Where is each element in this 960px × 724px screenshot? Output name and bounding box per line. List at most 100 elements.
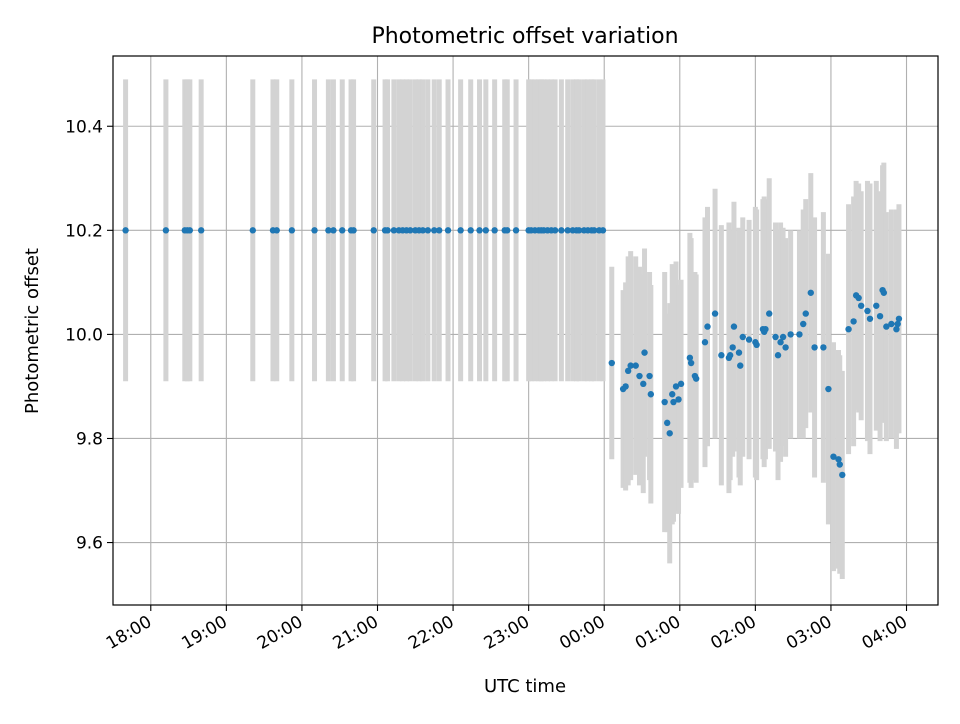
data-point <box>370 227 377 234</box>
data-point <box>384 227 391 234</box>
data-point <box>777 339 784 346</box>
data-point <box>430 227 438 234</box>
data-point <box>407 227 414 234</box>
data-point <box>802 310 809 317</box>
data-point <box>624 367 632 375</box>
data-point <box>730 323 738 330</box>
data-point <box>855 294 862 302</box>
data-point <box>186 227 194 234</box>
data-point <box>873 302 880 309</box>
data-point <box>627 362 634 369</box>
data-point <box>636 372 643 380</box>
data-point <box>162 227 170 234</box>
data-point <box>830 453 837 460</box>
data-point <box>663 419 671 427</box>
data-point <box>687 359 695 367</box>
data-point <box>894 320 901 328</box>
data-point <box>772 333 779 341</box>
data-point <box>632 362 639 369</box>
y-tick-label: 10.0 <box>65 325 103 345</box>
data-point <box>551 227 559 234</box>
data-point <box>845 325 852 333</box>
data-point <box>419 227 427 234</box>
data-point <box>504 227 511 234</box>
data-point <box>895 315 903 322</box>
data-point <box>661 398 668 406</box>
data-point <box>774 352 782 359</box>
data-point <box>669 391 676 398</box>
data-point <box>672 383 680 390</box>
data-point <box>782 344 789 351</box>
data-point <box>866 315 874 322</box>
data-point <box>311 227 318 234</box>
data-point <box>779 333 787 341</box>
data-point <box>839 471 846 479</box>
data-point <box>325 227 332 234</box>
data-point <box>622 383 629 390</box>
data-point <box>599 227 607 234</box>
data-point <box>197 227 205 234</box>
data-point <box>575 227 583 234</box>
data-point <box>787 331 794 338</box>
data-point <box>800 320 807 328</box>
data-point <box>692 375 700 382</box>
data-point-group <box>122 227 903 479</box>
y-tick-label: 10.4 <box>65 117 103 137</box>
data-point <box>739 333 746 341</box>
data-point <box>726 352 734 359</box>
data-point <box>339 227 346 234</box>
data-point <box>666 430 673 437</box>
data-point <box>646 372 653 380</box>
data-point <box>766 310 773 317</box>
data-point <box>825 385 832 393</box>
data-point <box>647 391 655 398</box>
data-point <box>288 227 296 234</box>
data-point <box>390 227 398 234</box>
data-point <box>893 325 900 333</box>
data-point <box>457 227 464 234</box>
data-point <box>675 396 682 403</box>
data-point <box>701 339 709 346</box>
data-point <box>476 227 483 234</box>
data-point <box>640 380 647 388</box>
data-point <box>677 380 685 388</box>
data-point <box>876 312 884 320</box>
data-point <box>590 227 598 234</box>
y-axis-label: Photometric offset <box>22 248 43 414</box>
data-point <box>864 307 871 315</box>
data-point <box>122 227 129 234</box>
data-point <box>641 349 648 356</box>
y-tick-label: 9.6 <box>76 534 103 554</box>
data-point <box>850 318 857 325</box>
y-tick-label: 10.2 <box>65 221 103 241</box>
data-point <box>857 302 865 309</box>
data-point <box>711 310 719 317</box>
data-point <box>670 398 677 406</box>
y-tick-label: 9.8 <box>76 429 103 449</box>
data-point <box>883 323 890 330</box>
y-axis-ticks: 9.6 9.8 10.0 10.2 10.4 <box>65 117 113 554</box>
data-point <box>807 289 814 296</box>
data-point <box>729 344 736 351</box>
data-point <box>718 352 725 359</box>
data-point <box>811 344 818 351</box>
x-axis-label: UTC time <box>484 676 566 697</box>
data-point <box>273 227 280 234</box>
data-point <box>436 227 443 234</box>
data-point <box>753 341 760 349</box>
data-point <box>686 354 694 362</box>
data-point <box>558 227 565 234</box>
data-point <box>735 349 743 356</box>
data-point <box>820 344 827 351</box>
data-point <box>608 359 615 367</box>
data-point <box>737 362 744 369</box>
data-point <box>350 227 357 234</box>
chart-title: Photometric offset variation <box>371 24 678 49</box>
data-point <box>424 227 432 234</box>
data-point <box>467 227 474 234</box>
plot-frame <box>112 55 939 606</box>
data-point <box>762 325 769 333</box>
data-point <box>330 227 337 234</box>
data-point <box>704 323 711 330</box>
